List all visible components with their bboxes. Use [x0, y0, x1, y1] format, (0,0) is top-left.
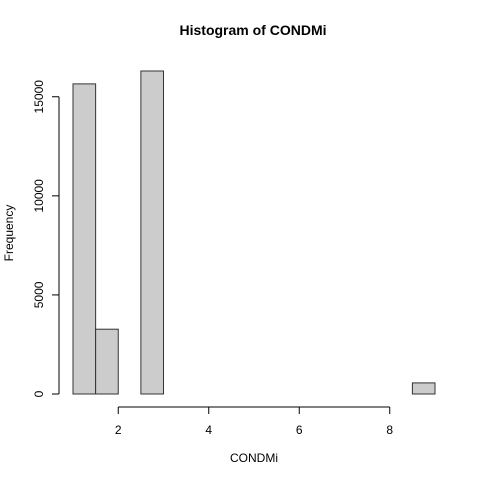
chart-title: Histogram of CONDMi	[180, 22, 327, 38]
histogram-bar	[411, 382, 436, 395]
x-tick-label: 6	[296, 423, 303, 437]
histogram-bar	[95, 328, 119, 395]
histogram-bar	[72, 83, 97, 395]
x-tick-label: 8	[386, 423, 393, 437]
y-tick-label: 10000	[32, 179, 46, 213]
x-axis-label: CONDMi	[230, 451, 278, 465]
x-tick-label: 2	[115, 423, 122, 437]
y-axis-label: Frequency	[2, 205, 16, 262]
bars-group	[72, 70, 436, 395]
y-axis: 0 5000 10000 15000	[32, 80, 60, 397]
x-axis: 2 4 6 8	[115, 406, 393, 437]
x-tick-label: 4	[205, 423, 212, 437]
y-tick-label: 15000	[32, 80, 46, 114]
y-tick-label: 5000	[32, 281, 46, 308]
y-tick-label: 0	[32, 390, 46, 397]
histogram-bar	[140, 70, 165, 395]
